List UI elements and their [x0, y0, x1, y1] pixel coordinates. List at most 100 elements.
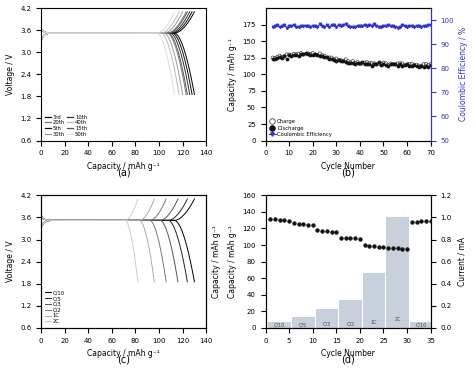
Point [365, 243, 373, 249]
Point [302, 51, 310, 57]
C/3 [83, 218, 89, 223]
Point [363, 61, 371, 66]
Line: C/10: C/10 [41, 215, 194, 282]
Point [342, 59, 349, 65]
Point [321, 54, 328, 60]
Point [349, 60, 356, 66]
Point [300, 52, 307, 58]
Point [377, 62, 385, 68]
Point [285, 52, 293, 58]
Point [392, 62, 399, 68]
Point [326, 56, 333, 62]
Point [365, 60, 373, 66]
Point [283, 51, 291, 57]
Point [335, 57, 342, 63]
Point [266, 215, 274, 221]
Point [295, 51, 302, 57]
Point [276, 217, 283, 223]
Point [377, 61, 385, 67]
C/2 [117, 218, 123, 223]
1C [38, 213, 44, 218]
Point [290, 51, 298, 57]
C/3 [55, 218, 60, 223]
Point [389, 61, 397, 67]
Legend: 3rd, 20th, 5th, 30th, 10th, 40th, 15th, 50th: 3rd, 20th, 5th, 30th, 10th, 40th, 15th, … [44, 113, 88, 138]
Point [295, 221, 302, 227]
Bar [363, 273, 385, 328]
Point [413, 63, 420, 69]
Y-axis label: Coulombic Efficiency / %: Coulombic Efficiency / % [459, 27, 468, 121]
C/5 [144, 218, 149, 223]
Point [339, 58, 347, 64]
1C [75, 218, 81, 223]
Legend: Charge, Discharge, Coulombic Efficiency: Charge, Discharge, Coulombic Efficiency [268, 118, 333, 138]
Y-axis label: Voltage / V: Voltage / V [6, 54, 15, 95]
Point [309, 52, 317, 58]
Text: (a): (a) [117, 167, 130, 177]
1C [109, 218, 115, 223]
C/2 [53, 218, 59, 223]
Point [384, 245, 392, 251]
Point [427, 61, 435, 67]
Point [349, 58, 356, 64]
Point [399, 246, 406, 252]
Point [346, 59, 354, 65]
Point [382, 60, 390, 66]
Point [410, 62, 418, 68]
2C [38, 213, 44, 218]
Point [415, 64, 423, 70]
Point [271, 216, 279, 222]
Line: C/2: C/2 [41, 215, 166, 282]
C/2 [128, 218, 134, 223]
C/2 [163, 280, 169, 284]
C/10 [88, 218, 94, 223]
Point [403, 62, 411, 68]
Point [335, 57, 342, 63]
Point [382, 62, 390, 68]
Point [361, 61, 368, 66]
Point [292, 52, 300, 58]
C/2 [88, 218, 93, 223]
C/10 [135, 218, 140, 223]
Point [281, 53, 288, 59]
2C [108, 218, 114, 223]
Point [408, 61, 416, 67]
Point [337, 235, 345, 241]
Point [297, 50, 305, 56]
Point [406, 61, 413, 67]
C/10 [149, 218, 155, 223]
C/5 [56, 218, 62, 223]
Point [394, 63, 401, 69]
Point [346, 235, 354, 241]
C/5 [86, 218, 91, 223]
Point [332, 56, 340, 62]
Point [394, 245, 401, 251]
Point [285, 218, 293, 224]
Point [309, 50, 317, 56]
Point [342, 235, 349, 241]
Point [401, 62, 409, 68]
1C [120, 218, 126, 223]
Point [323, 228, 331, 234]
Bar [316, 309, 338, 328]
Y-axis label: Capacity / mAh g⁻¹: Capacity / mAh g⁻¹ [212, 225, 221, 298]
Point [297, 51, 305, 57]
Point [314, 52, 321, 58]
Point [295, 53, 302, 59]
Point [278, 54, 286, 60]
Point [300, 51, 307, 57]
C/2 [38, 213, 44, 218]
Point [278, 55, 286, 61]
Point [307, 51, 314, 57]
1C [152, 280, 157, 284]
Point [330, 56, 338, 62]
Point [420, 64, 428, 70]
C/3 [38, 213, 44, 218]
Point [387, 61, 394, 66]
Point [422, 218, 430, 224]
Point [375, 61, 383, 67]
Point [399, 61, 406, 66]
Point [418, 63, 425, 69]
Point [408, 219, 416, 225]
Point [389, 61, 397, 67]
